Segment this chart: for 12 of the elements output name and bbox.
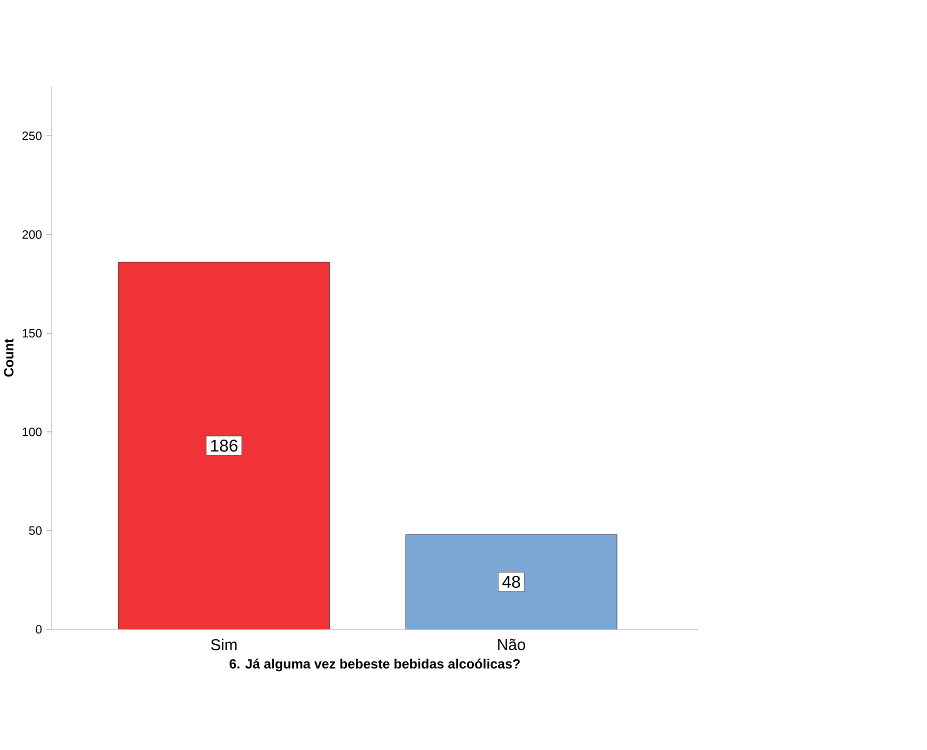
y-tick-label: 250 <box>22 131 42 140</box>
data-label: 186 <box>211 439 238 452</box>
y-axis-title: Count <box>4 338 14 376</box>
data-label: 48 <box>502 576 520 588</box>
y-tick-label: 50 <box>29 526 42 535</box>
x-tick-label: Sim <box>211 638 237 650</box>
y-tick-label: 200 <box>22 230 42 239</box>
x-axis-title: 6. Já alguma vez bebeste bebidas alcoólicas? <box>230 658 520 672</box>
x-tick-label: Não <box>498 638 526 650</box>
y-tick-label: 150 <box>22 328 42 338</box>
y-tick-label: 0 <box>36 624 42 634</box>
y-tick-label: 100 <box>22 427 42 436</box>
